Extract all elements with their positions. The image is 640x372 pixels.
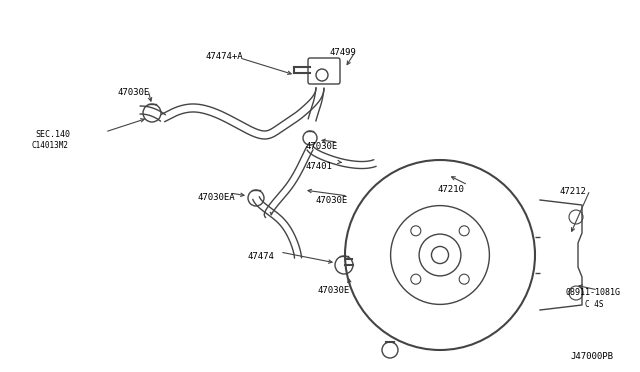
Text: 47499: 47499 — [330, 48, 357, 57]
Text: 47030E: 47030E — [305, 142, 337, 151]
Text: 47474+A: 47474+A — [205, 52, 243, 61]
Text: 47210: 47210 — [438, 185, 465, 194]
Text: 47030E: 47030E — [315, 196, 348, 205]
Text: 47030EA: 47030EA — [198, 193, 236, 202]
Text: J47000PB: J47000PB — [570, 352, 613, 361]
Text: 47030E: 47030E — [318, 286, 350, 295]
Text: SEC.140: SEC.140 — [35, 130, 70, 139]
Text: 47212: 47212 — [560, 187, 587, 196]
Text: 08911-1081G: 08911-1081G — [565, 288, 620, 297]
Text: 47401: 47401 — [305, 162, 332, 171]
Text: 47030E: 47030E — [117, 88, 149, 97]
Text: 47474: 47474 — [248, 252, 275, 261]
Text: C14013M2: C14013M2 — [32, 141, 69, 150]
Text: C 4S: C 4S — [585, 300, 604, 309]
